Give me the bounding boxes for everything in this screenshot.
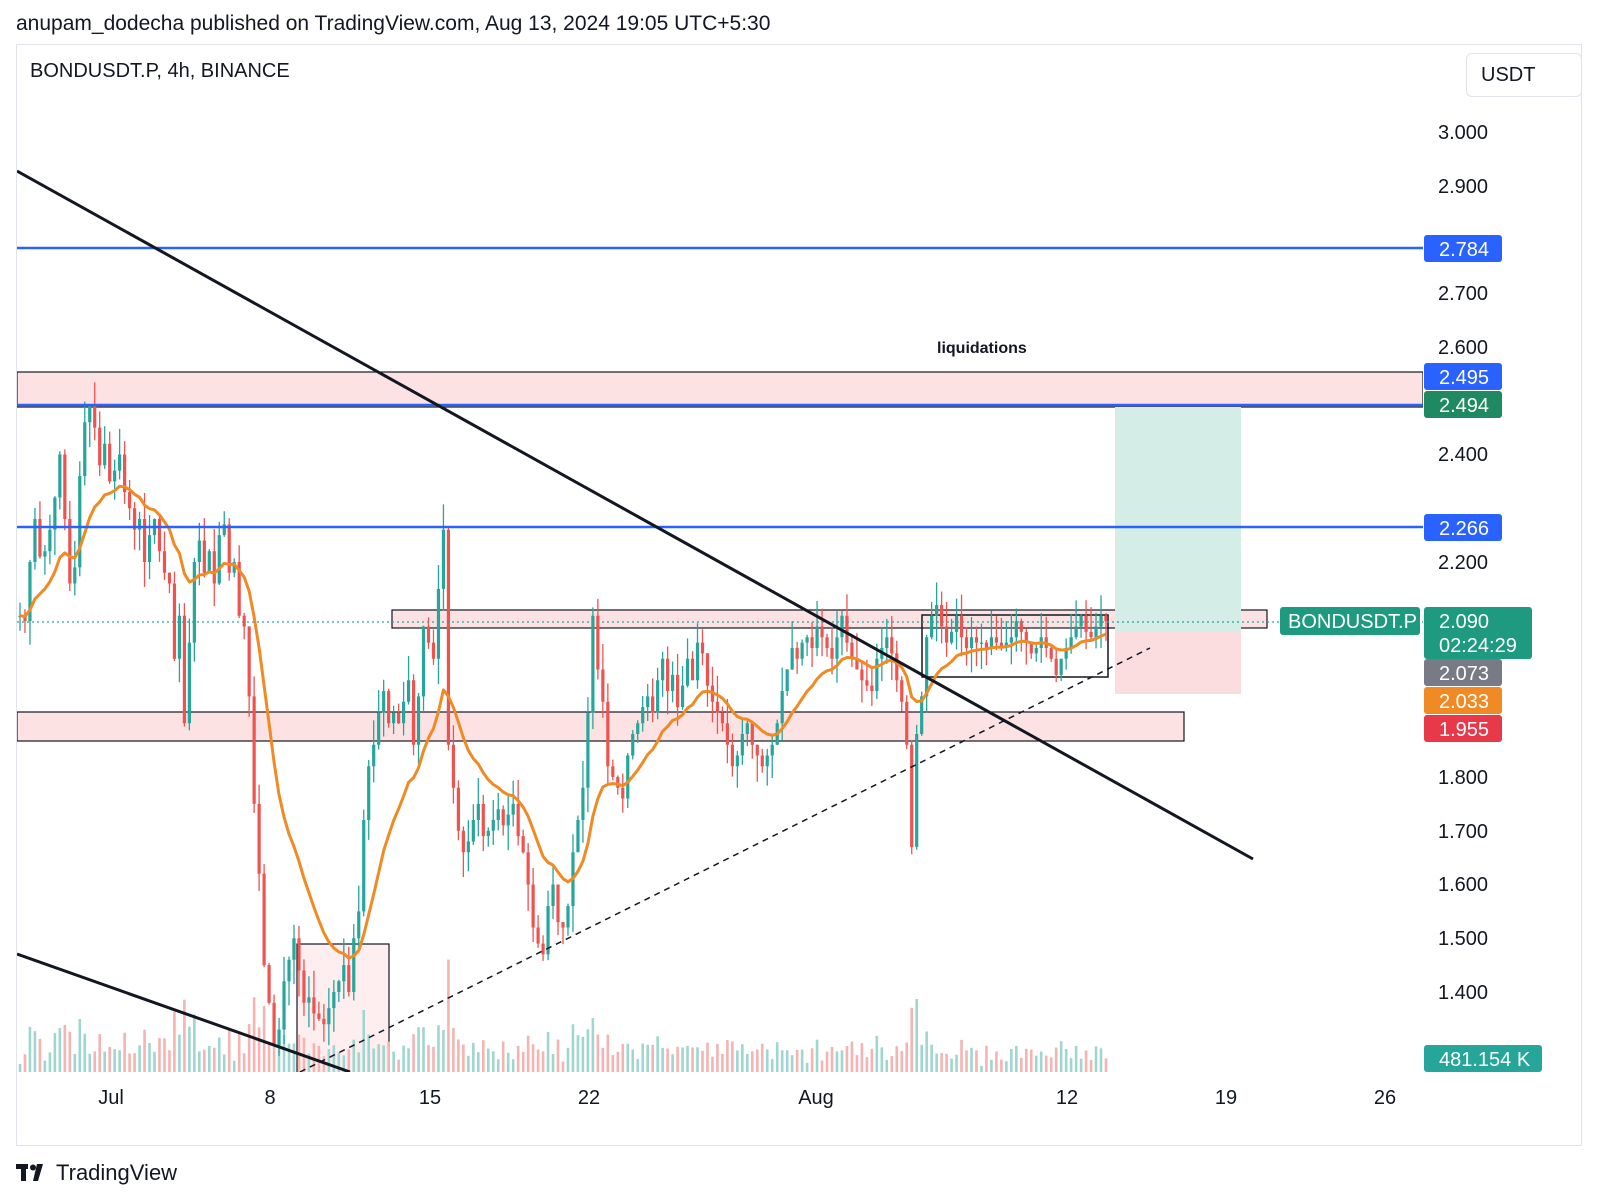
publisher-line: anupam_dodecha published on TradingView.… — [16, 12, 771, 35]
footer-brand-text: TradingView — [56, 1160, 178, 1185]
chart-frame — [16, 44, 1582, 1146]
currency-button[interactable]: USDT — [1466, 53, 1582, 97]
tradingview-logo-icon — [16, 1164, 50, 1182]
footer-brand[interactable]: TradingView — [16, 1160, 177, 1186]
symbol-title: BONDUSDT.P, 4h, BINANCE — [30, 60, 290, 82]
